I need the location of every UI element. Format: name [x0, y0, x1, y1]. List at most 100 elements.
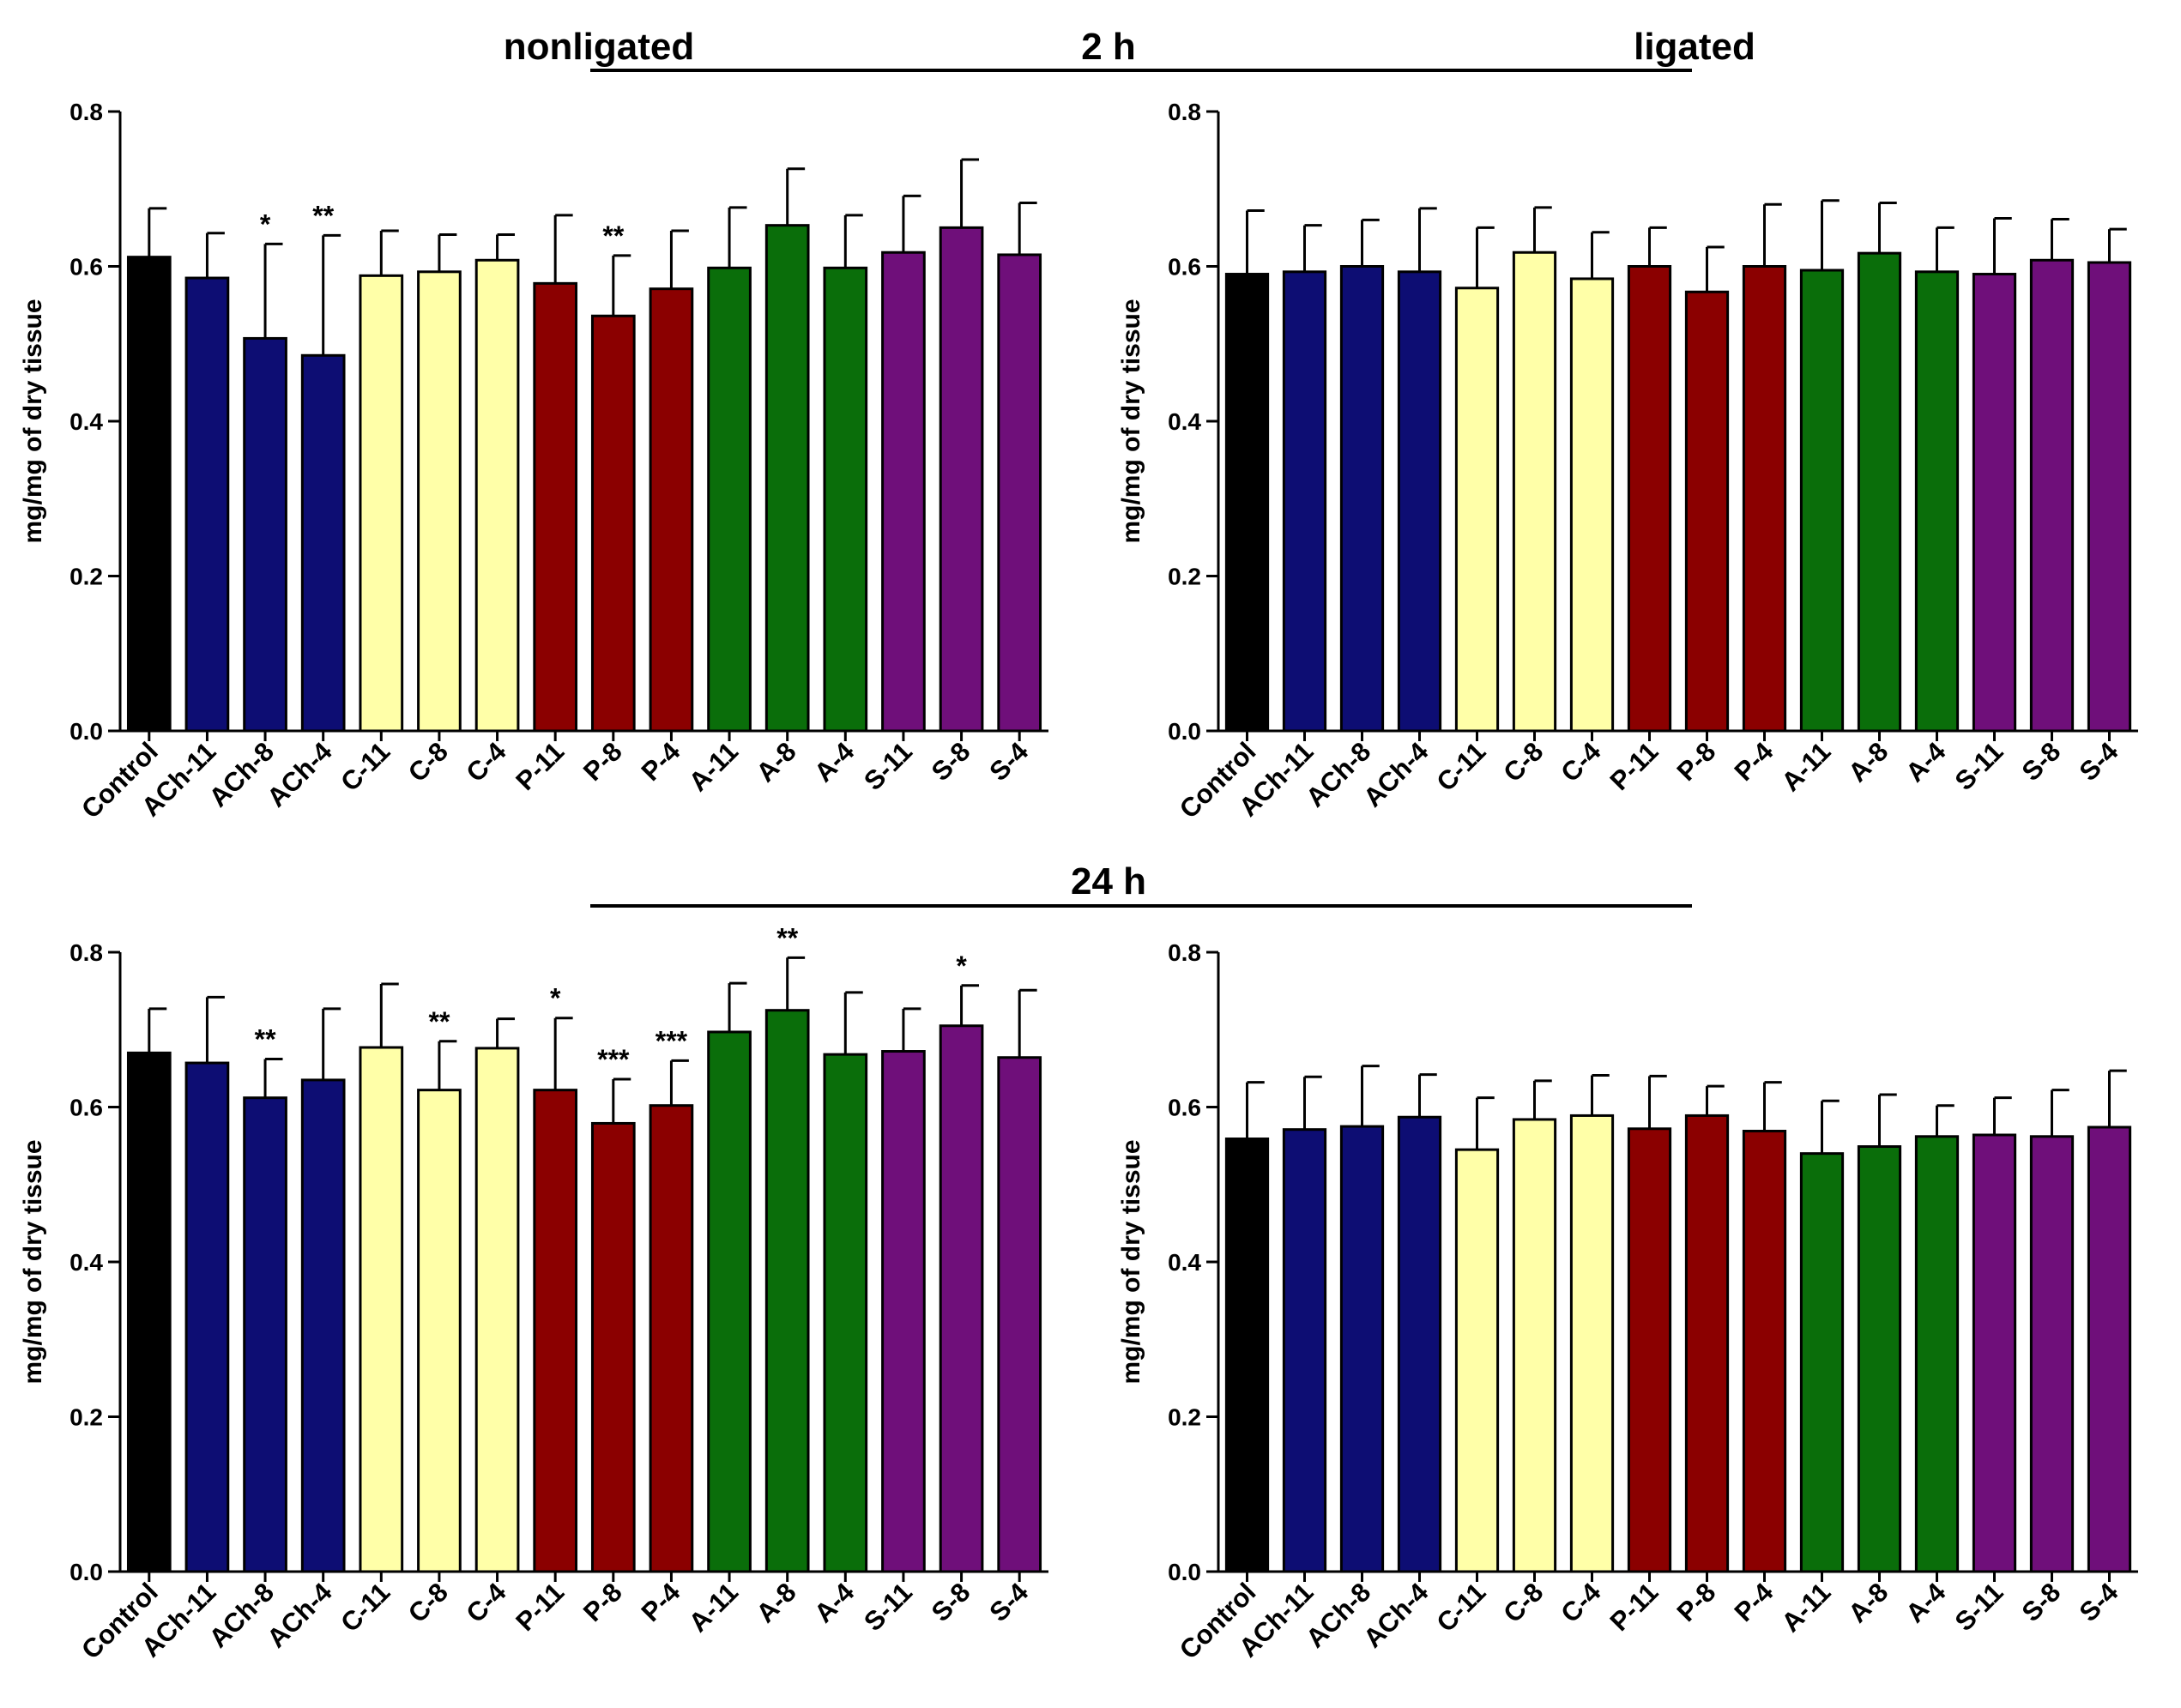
bar-a-4	[1914, 1135, 1960, 1573]
bar-c-11	[359, 274, 404, 733]
x-tick-label: S-8	[2016, 1577, 2067, 1627]
bar-control	[1224, 273, 1270, 733]
bar-c-4	[474, 1047, 520, 1573]
bar-c-8	[1512, 1118, 1557, 1573]
bar-s-11	[881, 1050, 926, 1573]
y-tick-label: 0.4	[1168, 1249, 1201, 1276]
x-tick-label: A-4	[1900, 736, 1952, 788]
y-tick-label: 0.8	[1168, 99, 1201, 125]
x-tick-label: S-11	[1949, 736, 2009, 796]
y-tick-label: 0.4	[69, 408, 103, 435]
bar-ach-8	[1339, 265, 1385, 733]
x-tick-label: ACh-4	[261, 1577, 338, 1654]
y-tick-label: 0.6	[69, 254, 103, 281]
x-tick-label: A-8	[751, 736, 802, 788]
x-tick-label: S-11	[858, 736, 918, 796]
x-tick-label: P-11	[510, 736, 570, 796]
x-tick-label: S-4	[2074, 1577, 2124, 1627]
bar-p-4	[1742, 265, 1787, 733]
y-axis-label: mg/mg of dry tissue	[1117, 299, 1145, 543]
y-tick-label: 0.8	[69, 939, 103, 966]
y-tick-label: 0.2	[1168, 1404, 1201, 1431]
bar-a-11	[707, 1030, 752, 1573]
x-tick-label: A-11	[683, 1577, 744, 1638]
x-tick-label: P-8	[577, 1577, 628, 1627]
header-2h: 2 h	[1081, 26, 1136, 68]
bar-c-8	[1512, 250, 1557, 733]
x-tick-label: C-8	[402, 736, 454, 788]
x-tick-label: C-4	[460, 1577, 512, 1629]
y-tick-label: 0.6	[1168, 1095, 1201, 1121]
bar-s-4	[2087, 1126, 2132, 1573]
bar-a-11	[707, 266, 752, 733]
bar-s-4	[2087, 261, 2132, 733]
x-tick-label: C-11	[1430, 1577, 1491, 1638]
significance-label: **	[602, 220, 624, 251]
x-tick-label: S-8	[926, 1577, 976, 1627]
x-tick-label: ACh-4	[261, 736, 338, 813]
bar-c-8	[417, 270, 462, 733]
x-tick-label: A-11	[1775, 736, 1836, 797]
bar-p-11	[1627, 265, 1672, 733]
bar-a-4	[823, 266, 868, 733]
x-tick-label: A-4	[808, 1577, 861, 1629]
bar-p-8	[1684, 1114, 1730, 1573]
y-tick-label: 0.6	[1168, 254, 1201, 281]
bar-control	[126, 1051, 172, 1573]
y-tick-label: 0.0	[69, 718, 103, 745]
significance-label: ***	[656, 1025, 688, 1056]
bar-ach-11	[184, 1061, 230, 1573]
bar-ach-8	[243, 336, 287, 733]
x-tick-label: P-4	[1729, 736, 1779, 787]
significance-label: **	[312, 200, 334, 231]
bar-s-11	[881, 250, 926, 733]
bar-ach-4	[300, 1078, 346, 1573]
x-tick-label: A-8	[1842, 1577, 1894, 1628]
y-tick-label: 0.6	[69, 1095, 103, 1121]
bar-a-4	[1914, 270, 1960, 733]
bar-a-4	[823, 1053, 868, 1573]
x-tick-label: C-8	[1497, 736, 1549, 788]
x-tick-label: S-11	[1949, 1577, 2009, 1637]
bar-p-11	[533, 281, 578, 733]
x-tick-label: C-8	[402, 1577, 454, 1628]
x-tick-label: ACh-4	[1357, 736, 1435, 813]
x-tick-label: A-8	[1842, 736, 1894, 788]
bar-ach-8	[1339, 1125, 1385, 1573]
x-tick-label: A-8	[751, 1577, 802, 1628]
x-tick-label: C-4	[460, 736, 512, 788]
y-axis-label: mg/mg of dry tissue	[1117, 1139, 1145, 1384]
significance-label: **	[255, 1024, 276, 1055]
significance-label: ***	[597, 1044, 630, 1075]
bar-ach-8	[243, 1096, 287, 1573]
x-tick-label: S-4	[983, 1577, 1034, 1627]
y-tick-label: 0.8	[69, 99, 103, 125]
bar-ach-11	[1282, 270, 1327, 733]
x-tick-label: ACh-8	[203, 1577, 280, 1653]
bar-ach-4	[1397, 1115, 1442, 1573]
bar-c-11	[359, 1046, 404, 1573]
bar-a-8	[764, 224, 810, 733]
x-tick-label: P-8	[1671, 736, 1722, 787]
y-tick-label: 0.0	[1168, 1559, 1201, 1585]
x-tick-label: S-4	[983, 736, 1034, 787]
bar-s-8	[2029, 258, 2075, 733]
y-tick-label: 0.4	[69, 1249, 103, 1276]
bar-c-11	[1454, 1148, 1500, 1573]
x-tick-label: S-8	[926, 736, 976, 787]
x-tick-label: C-11	[1430, 736, 1491, 797]
x-tick-label: C-11	[335, 1577, 396, 1638]
significance-label: *	[550, 983, 561, 1014]
bar-a-11	[1799, 1152, 1845, 1573]
bar-c-4	[1569, 277, 1615, 733]
y-tick-label: 0.0	[1168, 718, 1201, 745]
header-nonligated: nonligated	[504, 26, 694, 68]
bar-p-8	[590, 1121, 636, 1573]
bar-s-8	[939, 1024, 984, 1573]
bar-a-8	[1857, 251, 1902, 733]
x-tick-label: C-4	[1555, 736, 1607, 788]
chart-panel-24h-nonligated: 0.00.20.40.60.8mg/mg of dry tissueContro…	[19, 922, 1048, 1665]
chart-panel-2h-nonligated: 0.00.20.40.60.8mg/mg of dry tissueContro…	[19, 99, 1048, 824]
x-tick-label: ACh-8	[1300, 736, 1376, 812]
